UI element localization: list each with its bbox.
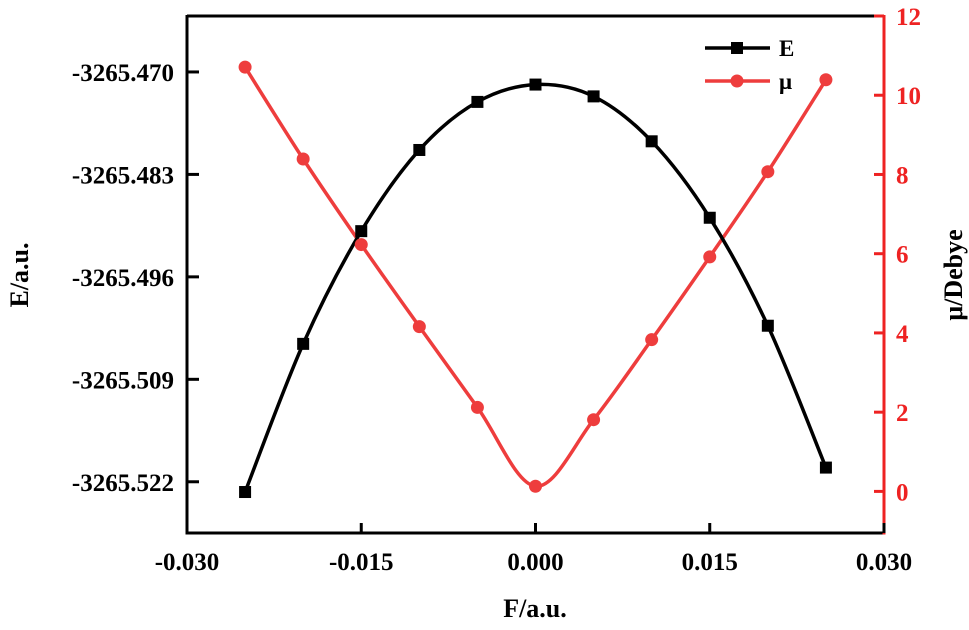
- y2-tick-label: 4: [896, 321, 909, 348]
- x-tick-label: -0.015: [329, 549, 394, 576]
- y2-tick-label: 0: [896, 479, 909, 506]
- y-axis-right-label: μ/Debye: [939, 229, 968, 320]
- dipole-data-point: [703, 250, 717, 264]
- dipole-data-point: [412, 320, 426, 334]
- y2-tick-label: 12: [896, 4, 921, 31]
- x-axis-label: F/a.u.: [503, 594, 567, 623]
- x-axis: -0.030 -0.015 0.000 0.015 0.030: [155, 523, 912, 576]
- plot-frame: [185, 14, 886, 535]
- energy-data-point: [471, 95, 484, 108]
- dipole-data-point: [470, 400, 484, 414]
- energy-data-point: [819, 461, 832, 474]
- energy-data-point: [297, 337, 310, 350]
- legend-circle-icon: [730, 74, 744, 88]
- y2-tick-label: 6: [896, 242, 909, 269]
- y2-tick-label: 8: [896, 162, 909, 189]
- energy-data-point: [761, 319, 774, 332]
- x-tick-label: -0.030: [155, 549, 220, 576]
- energy-data-point: [355, 225, 368, 238]
- legend-label: E: [779, 36, 794, 61]
- y-tick-label: -3265.483: [72, 162, 174, 189]
- y2-tick-label: 2: [896, 400, 909, 427]
- y-tick-label: -3265.509: [72, 367, 174, 394]
- y2-tick-label: 10: [896, 83, 921, 110]
- series-line-energy: [243, 82, 828, 493]
- energy-data-point: [239, 486, 252, 499]
- dipole-data-point: [819, 73, 833, 87]
- legend-square-icon: [731, 42, 743, 54]
- energy-data-point: [703, 211, 716, 224]
- series-line-dipole: [243, 66, 828, 488]
- dipole-data-point: [587, 413, 601, 427]
- y-axis-dipole: 0 2 4 6 8 10 12: [874, 4, 921, 506]
- dipole-data-point: [529, 479, 542, 493]
- dipole-data-point: [645, 333, 659, 347]
- y-axis-energy: -3265.470 -3265.483 -3265.496 -3265.509 -326…: [72, 60, 199, 497]
- x-tick-label: 0.030: [856, 549, 912, 576]
- dipole-data-point: [296, 152, 310, 166]
- energy-data-point: [529, 78, 542, 91]
- energy-data-point: [645, 135, 658, 148]
- y-tick-label: -3265.522: [72, 470, 174, 497]
- y-tick-label: -3265.496: [72, 265, 174, 292]
- y-tick-label: -3265.470: [72, 60, 174, 87]
- series-layer: [238, 60, 833, 499]
- y-axis-left-label: E/a.u.: [5, 242, 34, 307]
- energy-data-point: [587, 90, 600, 103]
- legend-label: μ: [779, 69, 792, 94]
- dipole-data-point: [238, 60, 252, 74]
- x-tick-label: 0.000: [507, 549, 563, 576]
- energy-data-point: [413, 143, 426, 156]
- x-tick-label: 0.015: [682, 549, 738, 576]
- dipole-data-point: [761, 165, 775, 179]
- legend: Eμ: [705, 36, 794, 94]
- dipole-data-point: [354, 238, 368, 252]
